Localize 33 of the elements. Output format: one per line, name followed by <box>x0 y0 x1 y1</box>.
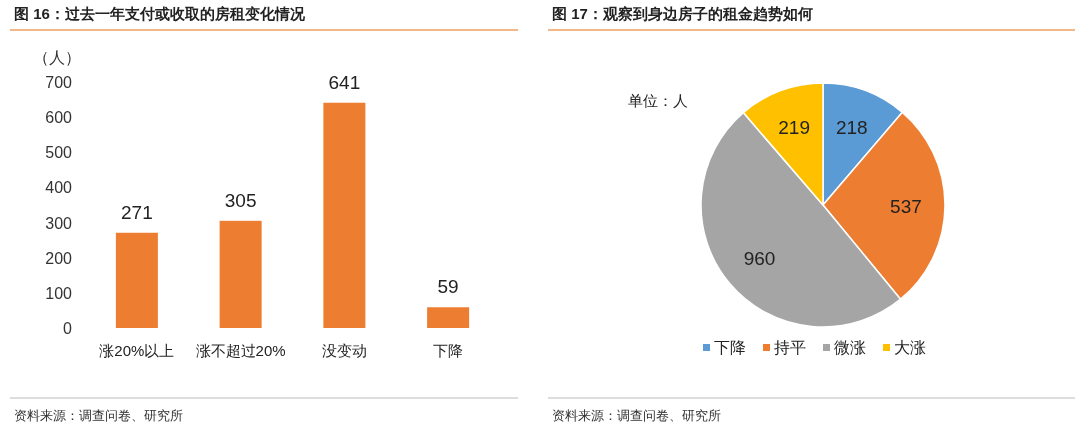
y-tick-label: 600 <box>45 109 73 127</box>
y-tick-label: 700 <box>45 74 73 91</box>
chart-title: 图 16：过去一年支付或收取的房租变化情况 <box>14 5 306 22</box>
x-tick-label: 涨20%以上 <box>99 342 175 359</box>
legend-label: 大涨 <box>894 339 926 356</box>
data-label: 305 <box>224 189 257 211</box>
y-tick-label: 0 <box>63 320 73 337</box>
y-tick-label: 200 <box>45 249 73 267</box>
y-tick-label: 100 <box>45 284 73 302</box>
y-tick-label: 400 <box>45 179 73 197</box>
data-label: 218 <box>835 117 868 139</box>
text: 资料来源：调查问卷、研究所 <box>552 408 721 423</box>
data-label: 960 <box>743 248 776 270</box>
bar <box>219 220 262 328</box>
chart-title: 图 17：观察到身边房子的租金趋势如何 <box>552 5 813 22</box>
text: 单位：人 <box>628 92 688 109</box>
bar <box>115 232 158 328</box>
legend-label: 持平 <box>774 339 806 356</box>
y-tick-label: 300 <box>45 214 73 232</box>
bar <box>427 307 470 328</box>
text: 资料来源：调查问卷、研究所 <box>14 408 183 423</box>
y-tick-label: 500 <box>45 144 73 162</box>
legend-label: 微涨 <box>834 339 866 356</box>
data-label: 537 <box>890 195 922 217</box>
data-label: 271 <box>121 201 153 223</box>
data-label: 59 <box>437 276 459 298</box>
x-tick-label: 没变动 <box>321 342 367 359</box>
bar <box>323 102 366 328</box>
data-label: 641 <box>328 71 361 93</box>
data-label: 219 <box>778 117 810 139</box>
x-tick-label: 涨不超过20% <box>195 342 286 359</box>
y-axis-title: （人） <box>33 49 81 66</box>
x-tick-label: 下降 <box>433 342 464 359</box>
